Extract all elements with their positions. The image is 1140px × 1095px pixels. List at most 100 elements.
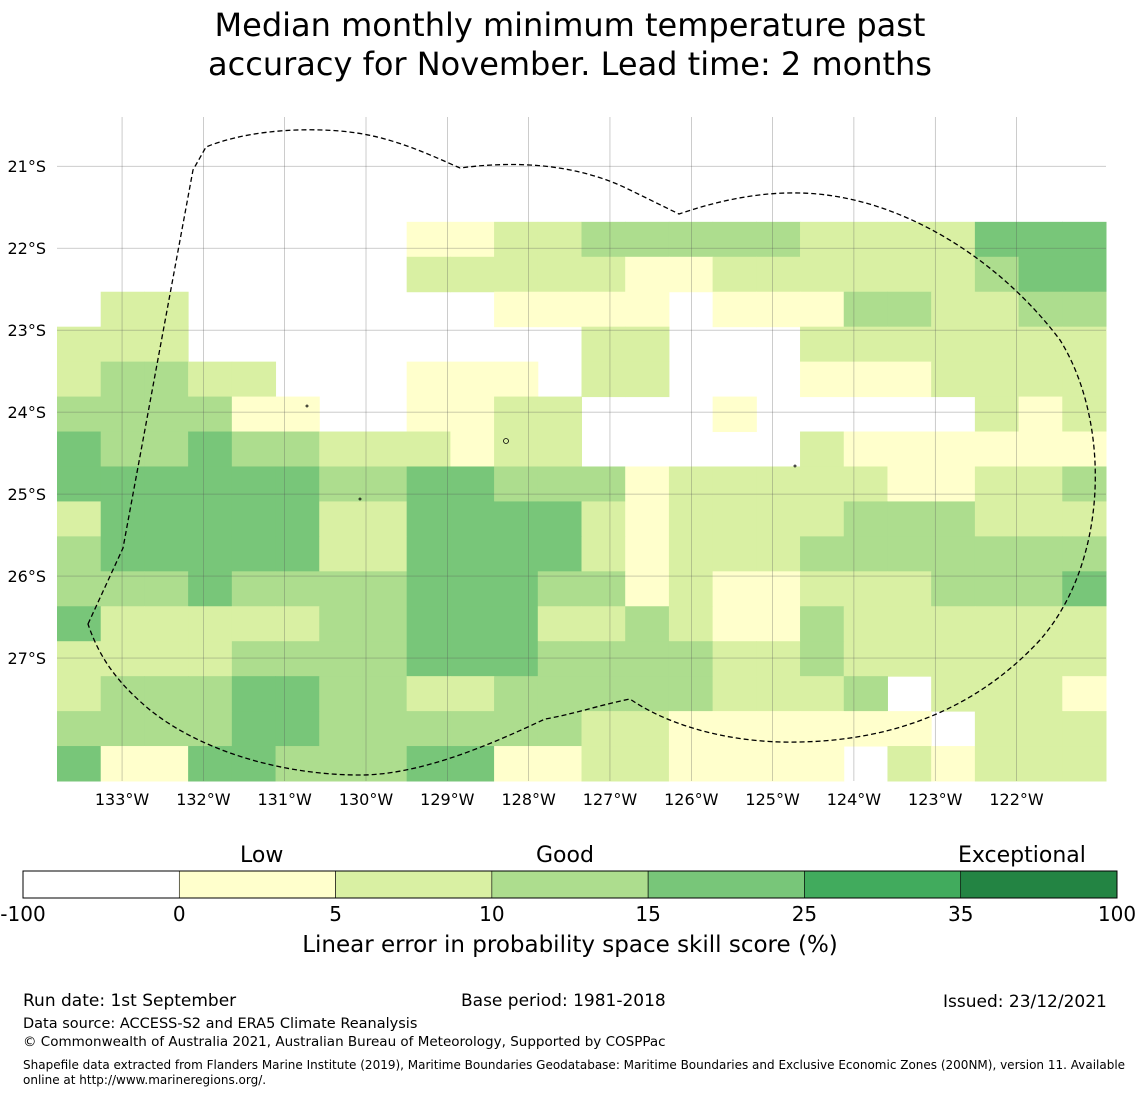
grid-cell <box>974 711 1020 747</box>
island-marker <box>503 438 509 444</box>
grid-cell <box>1018 326 1063 363</box>
grid-cell <box>100 711 145 747</box>
grid-cell <box>275 676 320 712</box>
latitude-tick-label: 24°S <box>7 403 46 422</box>
grid-cell <box>1018 291 1063 328</box>
grid-cell <box>756 501 801 537</box>
grid-cell <box>57 711 102 747</box>
grid-cell <box>406 466 451 502</box>
skill-grid-cells <box>57 221 1107 782</box>
grid-cell <box>144 606 189 642</box>
longitude-tick-label: 122°W <box>989 790 1044 809</box>
colorbar-heading-low: Low <box>240 843 284 868</box>
colorbar-tick-label: 5 <box>329 902 342 926</box>
grid-cell <box>494 606 539 642</box>
grid-cell <box>100 501 145 537</box>
grid-cell <box>144 676 189 712</box>
grid-cell <box>275 746 320 782</box>
grid-cell <box>625 501 670 537</box>
grid-cell <box>974 361 1020 398</box>
grid-cell <box>712 746 757 782</box>
grid-cell <box>581 291 626 328</box>
grid-cell <box>625 606 670 642</box>
colorbar-tick-label: 25 <box>791 902 818 926</box>
grid-cell <box>712 221 757 258</box>
grid-cell <box>406 711 451 747</box>
grid-cell <box>756 536 801 572</box>
grid-cell <box>625 256 670 293</box>
grid-cell <box>100 361 145 398</box>
grid-cell <box>931 606 976 642</box>
grid-cell <box>668 256 714 293</box>
grid-cell <box>887 361 932 398</box>
graticule-lines <box>57 117 1106 781</box>
longitude-tick-label: 126°W <box>664 790 719 809</box>
grid-cell <box>494 221 539 258</box>
grid-cell <box>450 396 495 433</box>
grid-cell <box>57 746 102 782</box>
grid-cell <box>887 501 932 537</box>
grid-cell <box>100 641 145 677</box>
grid-cell <box>1018 396 1063 433</box>
grid-cell <box>450 536 495 572</box>
grid-cell <box>319 676 364 712</box>
grid-cell <box>1062 746 1107 782</box>
longitude-tick-label: 124°W <box>827 790 882 809</box>
grid-cell <box>406 221 451 258</box>
grid-cell <box>406 501 451 537</box>
grid-cell <box>275 606 320 642</box>
grid-cell <box>887 746 932 782</box>
grid-cell <box>1018 431 1063 467</box>
grid-cell <box>231 711 277 747</box>
grid-cell <box>1062 221 1107 258</box>
grid-cell <box>843 221 888 258</box>
grid-cell <box>887 536 932 572</box>
grid-cell <box>537 221 582 258</box>
grid-cell <box>712 256 757 293</box>
grid-cell <box>843 606 888 642</box>
grid-cell <box>144 571 189 607</box>
grid-cell <box>494 361 539 398</box>
colorbar-segment <box>178 870 336 899</box>
latitude-tick-labels: 21°S 22°S 23°S 24°S 25°S 26°S 27°S <box>7 157 46 668</box>
grid-cell <box>1018 676 1063 712</box>
grid-cell <box>1018 536 1063 572</box>
grid-cell <box>931 361 976 398</box>
grid-cell <box>1018 256 1063 293</box>
grid-cell <box>537 641 582 677</box>
grid-cell <box>319 606 364 642</box>
grid-cell <box>756 746 801 782</box>
grid-cell <box>57 536 102 572</box>
grid-cell <box>974 606 1020 642</box>
grid-cell <box>581 606 626 642</box>
grid-cell <box>188 676 233 712</box>
grid-cell <box>362 676 408 712</box>
grid-cell <box>494 676 539 712</box>
colorbar-segment <box>22 870 180 899</box>
grid-cell <box>1018 221 1063 258</box>
grid-cell <box>231 571 277 607</box>
grid-cell <box>406 641 451 677</box>
grid-cell <box>974 536 1020 572</box>
island-marker <box>793 464 797 468</box>
latitude-tick-label: 22°S <box>7 239 46 258</box>
longitude-tick-label: 132°W <box>176 790 231 809</box>
grid-cell <box>800 431 845 467</box>
grid-cell <box>406 606 451 642</box>
grid-cell <box>756 221 801 258</box>
grid-cell <box>668 676 714 712</box>
grid-cell <box>275 431 320 467</box>
grid-cell <box>406 256 451 293</box>
grid-cell <box>406 396 451 433</box>
grid-cell <box>1062 571 1107 607</box>
grid-cell <box>843 431 888 467</box>
grid-cell <box>188 466 233 502</box>
grid-cell <box>800 361 845 398</box>
grid-cell <box>537 396 582 433</box>
grid-cell <box>144 746 189 782</box>
grid-cell <box>319 431 364 467</box>
grid-cell <box>800 711 845 747</box>
grid-cell <box>931 501 976 537</box>
grid-cell <box>144 466 189 502</box>
